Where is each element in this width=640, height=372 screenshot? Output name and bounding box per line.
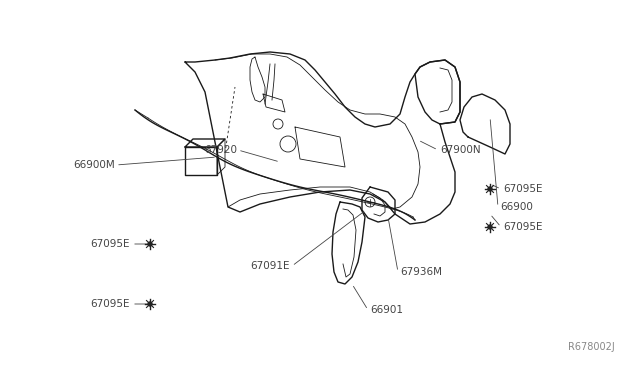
Text: 67095E: 67095E — [503, 184, 543, 194]
Text: R678002J: R678002J — [568, 342, 615, 352]
Text: 66900M: 66900M — [73, 160, 115, 170]
Circle shape — [148, 242, 152, 246]
Text: 67900N: 67900N — [440, 145, 481, 155]
Circle shape — [488, 187, 492, 191]
Text: 67936M: 67936M — [400, 267, 442, 277]
Text: 67095E: 67095E — [90, 299, 130, 309]
Text: 67920: 67920 — [204, 145, 237, 155]
Text: 67095E: 67095E — [90, 239, 130, 249]
Circle shape — [148, 302, 152, 306]
Circle shape — [488, 225, 492, 229]
Text: 66900: 66900 — [500, 202, 533, 212]
Text: 67091E: 67091E — [250, 261, 290, 271]
Text: 67095E: 67095E — [503, 222, 543, 232]
Text: 66901: 66901 — [370, 305, 403, 315]
